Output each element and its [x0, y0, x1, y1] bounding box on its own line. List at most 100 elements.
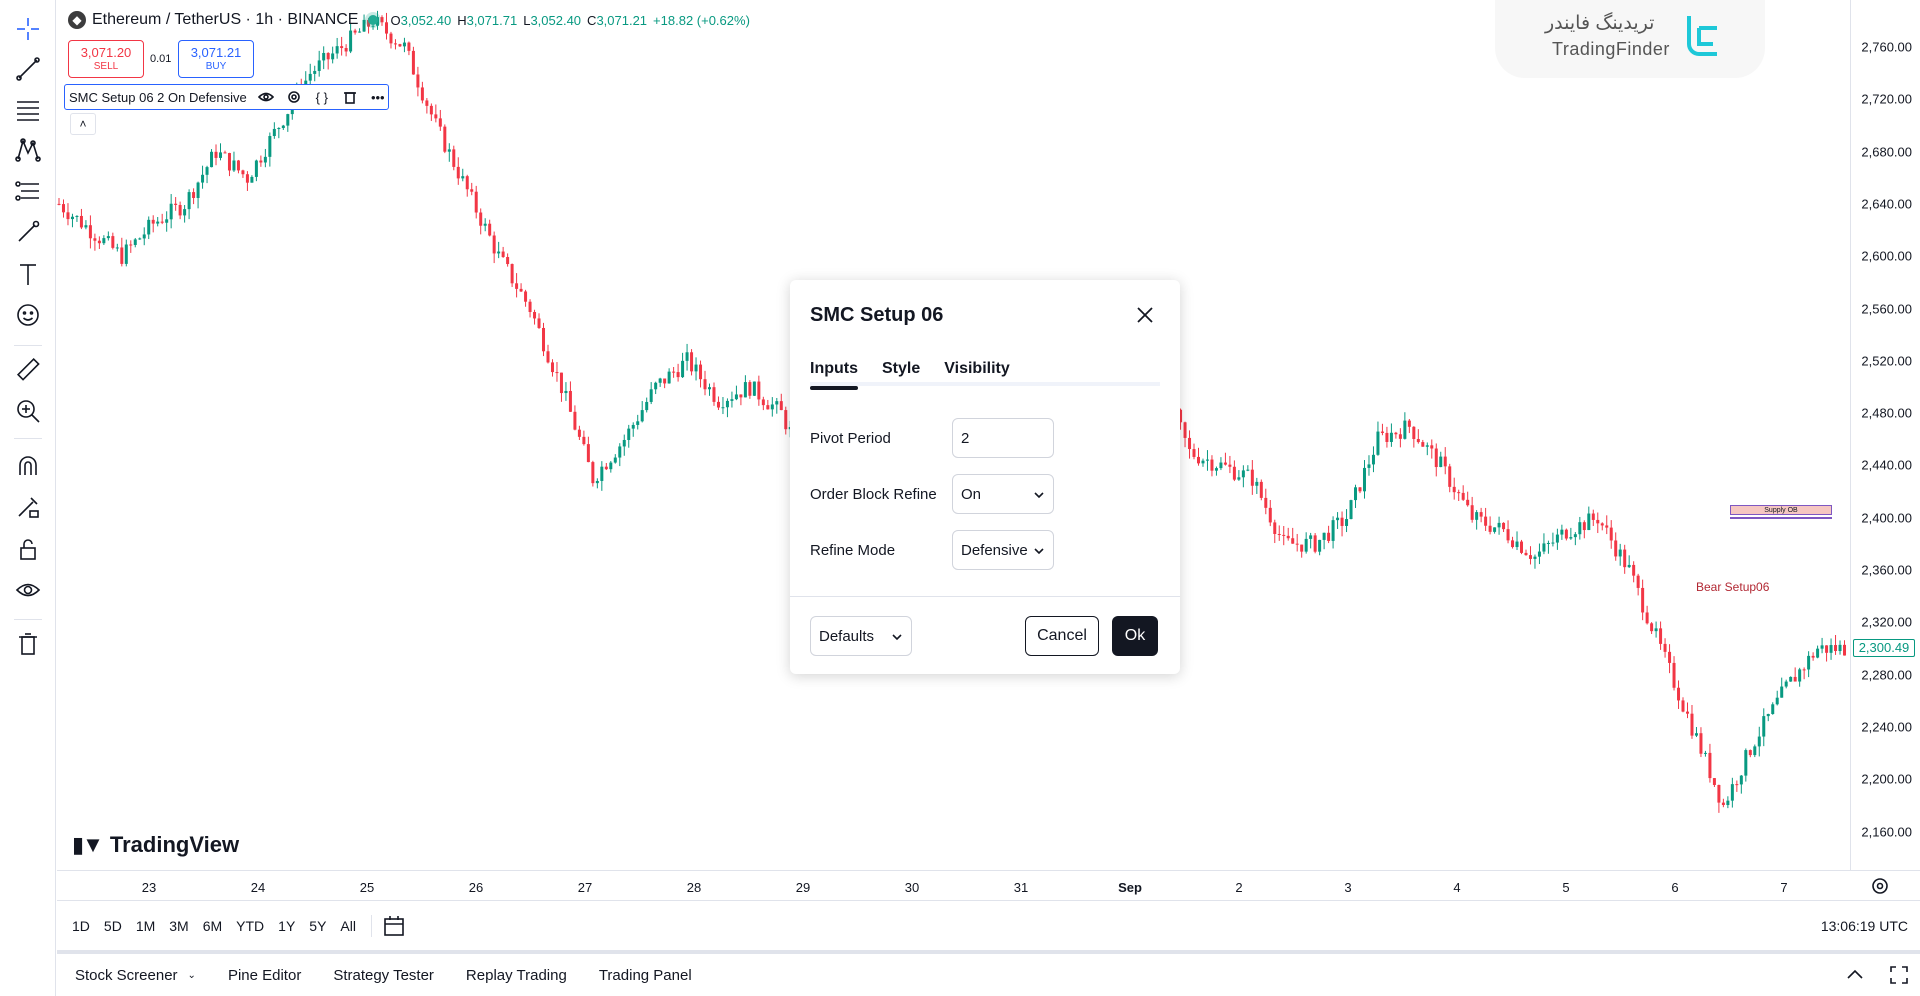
time-tick: 7 [1780, 880, 1788, 895]
range-5d[interactable]: 5D [103, 917, 122, 934]
candle-body [111, 236, 115, 248]
candle-body [70, 216, 74, 220]
order-block-refine-row: Order Block Refine On [810, 474, 1060, 514]
indicator-legend[interactable]: SMC Setup 06 2 On Defensive { } ••• [64, 84, 389, 110]
candle-body [1493, 527, 1497, 532]
eye-icon[interactable] [257, 88, 275, 106]
candle-body [1811, 655, 1815, 658]
more-icon[interactable]: ••• [370, 89, 385, 105]
candle-body [1336, 517, 1340, 521]
candle-body [1771, 704, 1775, 714]
trend-line-icon[interactable] [14, 55, 42, 83]
candle-body [488, 223, 492, 236]
range-6m[interactable]: 6M [202, 917, 223, 934]
chart-settings-icon[interactable] [1870, 876, 1890, 896]
dialog-title: SMC Setup 06 [810, 304, 944, 326]
candle-body [748, 382, 752, 396]
zoom-in-icon[interactable] [14, 397, 42, 425]
crosshair-icon[interactable] [14, 15, 42, 43]
candle-body [411, 50, 415, 75]
pivot-period-input[interactable]: 2 [952, 418, 1054, 458]
candle-body [79, 215, 83, 228]
candle-body [730, 399, 734, 401]
candle-body [1448, 466, 1452, 487]
price-scale[interactable]: 2,760.00 2,720.00 2,680.00 2,640.00 2,600.00… [1850, 0, 1920, 870]
sell-button[interactable]: 3,071.20 SELL [68, 40, 144, 78]
candle-body [1641, 587, 1645, 613]
candle-body [331, 53, 335, 60]
range-1d[interactable]: 1D [72, 917, 90, 934]
utc-clock[interactable]: 13:06:19 UTC [1820, 917, 1908, 934]
candle-body [1515, 541, 1519, 548]
trash-icon[interactable] [14, 630, 42, 658]
brush-icon[interactable] [14, 218, 42, 246]
symbol-legend[interactable]: ◆ Ethereum / TetherUS · 1h · BINANCE O3,… [68, 11, 750, 29]
tab-stock-screener[interactable]: Stock Screener ⌄ [75, 967, 196, 984]
magnet-icon[interactable] [14, 452, 42, 480]
candle-body [1273, 522, 1277, 534]
fib-retracement-icon[interactable] [14, 96, 42, 124]
supply-ob-label: Supply OB [1764, 506, 1798, 514]
range-ytd[interactable]: YTD [236, 917, 265, 934]
candle-body [245, 174, 249, 183]
pattern-icon[interactable] [14, 136, 42, 164]
defaults-dropdown[interactable]: Defaults [810, 616, 912, 656]
tab-pine-editor[interactable]: Pine Editor [227, 966, 302, 984]
close-icon[interactable] [1132, 302, 1158, 328]
candle-body [1264, 497, 1268, 508]
price-tick: 2,680.00 [1861, 144, 1912, 160]
text-icon[interactable] [14, 260, 42, 288]
maximize-panel-icon[interactable] [1888, 964, 1910, 986]
tab-style[interactable]: Style [882, 360, 921, 377]
source-code-icon[interactable]: { } [315, 89, 328, 105]
indicator-label[interactable]: SMC Setup 06 2 On Defensive [69, 89, 247, 105]
cancel-button[interactable]: Cancel [1025, 616, 1099, 656]
price-tick: 2,560.00 [1861, 301, 1912, 316]
candle-body [600, 466, 604, 481]
candle-body [1340, 517, 1344, 526]
settings-icon[interactable] [285, 88, 303, 106]
pivot-period-value: 2 [961, 429, 970, 447]
refine-mode-row: Refine Mode Defensive [810, 530, 1060, 570]
lock-icon[interactable] [14, 535, 42, 563]
ok-button[interactable]: Ok [1112, 616, 1158, 656]
candle-body [1789, 676, 1793, 682]
candle-body [326, 52, 330, 60]
stay-in-drawing-icon[interactable] [14, 493, 42, 521]
candle-body [613, 457, 617, 463]
collapse-panel-icon[interactable] [1844, 964, 1866, 986]
candle-body [124, 244, 128, 264]
range-5y[interactable]: 5Y [309, 917, 327, 934]
range-1m[interactable]: 1M [135, 917, 156, 934]
order-block-refine-value: On [961, 485, 982, 503]
candle-body [524, 291, 528, 302]
eye-icon[interactable] [14, 576, 42, 604]
refine-mode-value: Defensive [961, 541, 1028, 559]
symbol-name[interactable]: Ethereum / TetherUS · 1h · BINANCE [92, 11, 359, 28]
candle-body [497, 251, 501, 254]
tab-replay-trading[interactable]: Replay Trading [465, 966, 567, 984]
refine-mode-select[interactable]: Defensive [952, 530, 1054, 570]
candle-body [1412, 426, 1416, 439]
range-all[interactable]: All [340, 917, 356, 934]
high-label: H [457, 12, 467, 28]
forecast-icon[interactable] [14, 177, 42, 205]
tab-visibility[interactable]: Visibility [944, 360, 1010, 377]
delete-icon[interactable] [341, 88, 359, 106]
tab-strategy-tester[interactable]: Strategy Tester [333, 966, 434, 984]
tab-trading-panel[interactable]: Trading Panel [598, 966, 692, 984]
ruler-icon[interactable] [14, 355, 42, 383]
go-to-date-icon[interactable] [382, 914, 406, 938]
time-axis[interactable]: 23 24 25 26 27 28 29 30 31 Sep 2 3 4 5 6 7 [57, 870, 1920, 900]
buy-button[interactable]: 3,071.21 BUY [178, 40, 254, 78]
emoji-icon[interactable] [14, 301, 42, 329]
collapse-legend-button[interactable]: ˄ [70, 113, 96, 135]
candle-body [1241, 470, 1245, 478]
candle-body [1484, 516, 1488, 526]
range-1y[interactable]: 1Y [278, 917, 296, 934]
range-3m[interactable]: 3M [169, 917, 189, 934]
tab-inputs[interactable]: Inputs [810, 360, 858, 390]
time-tick: 25 [359, 880, 375, 895]
ohlc-low: L3,052.40 [523, 13, 581, 28]
order-block-refine-select[interactable]: On [952, 474, 1054, 514]
